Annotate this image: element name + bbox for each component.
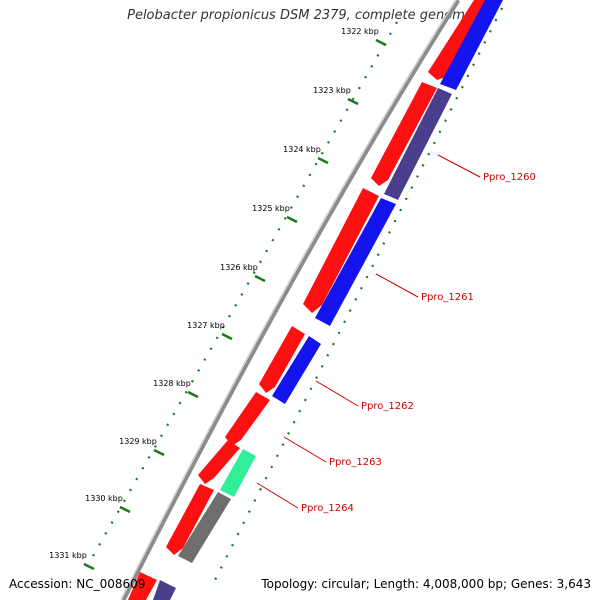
tick-mark bbox=[187, 390, 199, 399]
gene-labels[interactable]: Ppro_1260 Ppro_1261 Ppro_1262 Ppro_1263 Ppro… bbox=[256, 154, 536, 514]
reverse-strand-genes[interactable] bbox=[153, 0, 503, 600]
tick-label: 1322 kbp bbox=[341, 27, 379, 36]
gene-label[interactable]: Ppro_1264 bbox=[301, 503, 354, 514]
gene-block-reverse bbox=[384, 88, 452, 200]
gene-arrow-forward bbox=[371, 82, 437, 186]
gene-leader-line bbox=[315, 380, 359, 407]
gene-block-green bbox=[220, 449, 256, 497]
tick-label: 1327 kbp bbox=[187, 321, 225, 330]
tick-label: 1325 kbp bbox=[252, 204, 290, 213]
gene-arrow-reverse bbox=[272, 336, 321, 404]
gene-block-reverse bbox=[153, 580, 176, 600]
gene-arrow-forward bbox=[259, 326, 305, 393]
topology-info: Topology: circular; Length: 4,008,000 bp… bbox=[261, 577, 591, 591]
tick-label: 1330 kbp bbox=[85, 494, 123, 503]
gene-block-gray bbox=[178, 492, 231, 563]
gene-leader-line bbox=[256, 482, 299, 509]
gene-leader-line bbox=[375, 273, 419, 298]
gene-arrow-forward bbox=[303, 188, 379, 313]
tick-mark bbox=[221, 332, 233, 341]
tick-mark bbox=[375, 38, 387, 47]
gene-arrow-forward bbox=[225, 392, 270, 446]
tick-label: 1329 kbp bbox=[119, 437, 157, 446]
tick-label: 1324 kbp bbox=[283, 145, 321, 154]
gene-leader-line bbox=[437, 154, 481, 178]
tick-label: 1323 kbp bbox=[313, 86, 351, 95]
tick-mark bbox=[286, 215, 298, 224]
gene-arrow-forward bbox=[166, 484, 214, 555]
tick-mark bbox=[317, 156, 329, 165]
tick-label: 1328 kbp bbox=[153, 379, 191, 388]
tick-mark bbox=[119, 505, 131, 514]
gene-label[interactable]: Ppro_1261 bbox=[421, 292, 474, 303]
map-title: Pelobacter propionicus DSM 2379, complet… bbox=[127, 8, 473, 23]
gene-arrow-reverse bbox=[315, 198, 396, 326]
gene-label[interactable]: Ppro_1260 bbox=[483, 172, 536, 183]
gene-arrow-forward bbox=[198, 440, 240, 484]
accession-label: Accession: NC_008609 bbox=[9, 577, 146, 591]
gene-arrow-reverse bbox=[440, 0, 503, 90]
tick-mark bbox=[347, 97, 359, 106]
tick-label: 1326 kbp bbox=[220, 263, 258, 272]
tick-mark bbox=[83, 562, 95, 571]
outer-tick-line bbox=[84, 21, 398, 571]
gene-arrow-forward bbox=[128, 572, 157, 600]
tick-mark bbox=[254, 274, 266, 283]
genome-backbone bbox=[120, 0, 461, 600]
gene-label[interactable]: Ppro_1262 bbox=[361, 401, 414, 412]
tick-label: 1331 kbp bbox=[49, 551, 87, 560]
gene-leader-line bbox=[283, 436, 327, 463]
gene-label[interactable]: Ppro_1263 bbox=[329, 457, 382, 468]
tick-labels: 1322 kbp 1323 kbp 1324 kbp 1325 kbp 1326 kbp… bbox=[49, 27, 387, 571]
tick-mark bbox=[153, 448, 165, 457]
